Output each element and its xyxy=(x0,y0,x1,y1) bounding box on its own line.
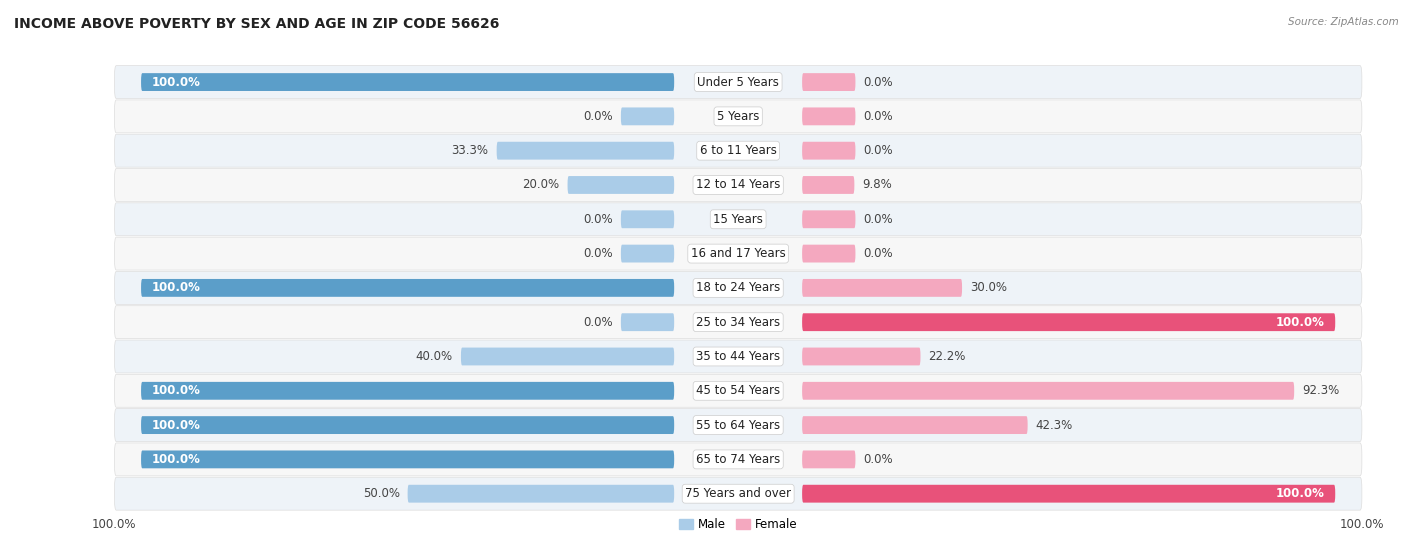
Text: 0.0%: 0.0% xyxy=(863,453,893,466)
Text: Source: ZipAtlas.com: Source: ZipAtlas.com xyxy=(1288,17,1399,27)
Legend: Male, Female: Male, Female xyxy=(675,513,801,536)
FancyBboxPatch shape xyxy=(114,100,1362,133)
FancyBboxPatch shape xyxy=(801,451,855,468)
FancyBboxPatch shape xyxy=(408,485,675,503)
Text: 0.0%: 0.0% xyxy=(863,75,893,88)
Text: 25 to 34 Years: 25 to 34 Years xyxy=(696,316,780,329)
Text: 42.3%: 42.3% xyxy=(1036,419,1073,432)
Text: 30.0%: 30.0% xyxy=(970,281,1007,295)
Text: 100.0%: 100.0% xyxy=(152,384,201,397)
Text: 6 to 11 Years: 6 to 11 Years xyxy=(700,144,776,157)
FancyBboxPatch shape xyxy=(114,340,1362,373)
FancyBboxPatch shape xyxy=(141,416,675,434)
FancyBboxPatch shape xyxy=(801,416,1028,434)
FancyBboxPatch shape xyxy=(141,73,675,91)
FancyBboxPatch shape xyxy=(114,237,1362,270)
FancyBboxPatch shape xyxy=(568,176,675,194)
FancyBboxPatch shape xyxy=(801,210,855,228)
Text: 9.8%: 9.8% xyxy=(862,178,893,192)
FancyBboxPatch shape xyxy=(114,443,1362,476)
Text: 0.0%: 0.0% xyxy=(583,213,613,226)
FancyBboxPatch shape xyxy=(801,279,962,297)
Text: 0.0%: 0.0% xyxy=(863,110,893,123)
Text: 100.0%: 100.0% xyxy=(152,453,201,466)
FancyBboxPatch shape xyxy=(621,210,675,228)
FancyBboxPatch shape xyxy=(801,382,1294,400)
Text: 45 to 54 Years: 45 to 54 Years xyxy=(696,384,780,397)
FancyBboxPatch shape xyxy=(801,313,1336,331)
Text: 0.0%: 0.0% xyxy=(863,144,893,157)
FancyBboxPatch shape xyxy=(801,107,855,125)
Text: 35 to 44 Years: 35 to 44 Years xyxy=(696,350,780,363)
Text: 100.0%: 100.0% xyxy=(152,281,201,295)
FancyBboxPatch shape xyxy=(801,485,1336,503)
Text: INCOME ABOVE POVERTY BY SEX AND AGE IN ZIP CODE 56626: INCOME ABOVE POVERTY BY SEX AND AGE IN Z… xyxy=(14,17,499,31)
Text: 100.0%: 100.0% xyxy=(152,75,201,88)
Text: 0.0%: 0.0% xyxy=(863,213,893,226)
FancyBboxPatch shape xyxy=(114,272,1362,304)
Text: 65 to 74 Years: 65 to 74 Years xyxy=(696,453,780,466)
Text: 75 Years and over: 75 Years and over xyxy=(685,487,792,500)
Text: 5 Years: 5 Years xyxy=(717,110,759,123)
FancyBboxPatch shape xyxy=(801,176,855,194)
Text: 50.0%: 50.0% xyxy=(363,487,399,500)
FancyBboxPatch shape xyxy=(801,245,855,263)
Text: 16 and 17 Years: 16 and 17 Years xyxy=(690,247,786,260)
Text: 55 to 64 Years: 55 to 64 Years xyxy=(696,419,780,432)
FancyBboxPatch shape xyxy=(141,382,675,400)
FancyBboxPatch shape xyxy=(496,142,675,160)
Text: 12 to 14 Years: 12 to 14 Years xyxy=(696,178,780,192)
Text: 0.0%: 0.0% xyxy=(583,316,613,329)
FancyBboxPatch shape xyxy=(621,245,675,263)
Text: 0.0%: 0.0% xyxy=(583,110,613,123)
FancyBboxPatch shape xyxy=(141,451,675,468)
FancyBboxPatch shape xyxy=(801,348,921,366)
Text: 92.3%: 92.3% xyxy=(1302,384,1340,397)
FancyBboxPatch shape xyxy=(621,313,675,331)
FancyBboxPatch shape xyxy=(141,279,675,297)
Text: 33.3%: 33.3% xyxy=(451,144,489,157)
Text: 22.2%: 22.2% xyxy=(928,350,966,363)
FancyBboxPatch shape xyxy=(114,477,1362,510)
Text: Under 5 Years: Under 5 Years xyxy=(697,75,779,88)
FancyBboxPatch shape xyxy=(114,168,1362,201)
Text: 40.0%: 40.0% xyxy=(416,350,453,363)
FancyBboxPatch shape xyxy=(461,348,675,366)
FancyBboxPatch shape xyxy=(114,134,1362,167)
Text: 100.0%: 100.0% xyxy=(1275,316,1324,329)
FancyBboxPatch shape xyxy=(114,65,1362,98)
FancyBboxPatch shape xyxy=(114,306,1362,339)
FancyBboxPatch shape xyxy=(621,107,675,125)
FancyBboxPatch shape xyxy=(801,73,855,91)
Text: 100.0%: 100.0% xyxy=(1275,487,1324,500)
FancyBboxPatch shape xyxy=(114,375,1362,408)
Text: 20.0%: 20.0% xyxy=(523,178,560,192)
Text: 0.0%: 0.0% xyxy=(583,247,613,260)
FancyBboxPatch shape xyxy=(114,409,1362,442)
FancyBboxPatch shape xyxy=(801,142,855,160)
Text: 15 Years: 15 Years xyxy=(713,213,763,226)
FancyBboxPatch shape xyxy=(114,203,1362,236)
Text: 18 to 24 Years: 18 to 24 Years xyxy=(696,281,780,295)
Text: 100.0%: 100.0% xyxy=(152,419,201,432)
Text: 0.0%: 0.0% xyxy=(863,247,893,260)
